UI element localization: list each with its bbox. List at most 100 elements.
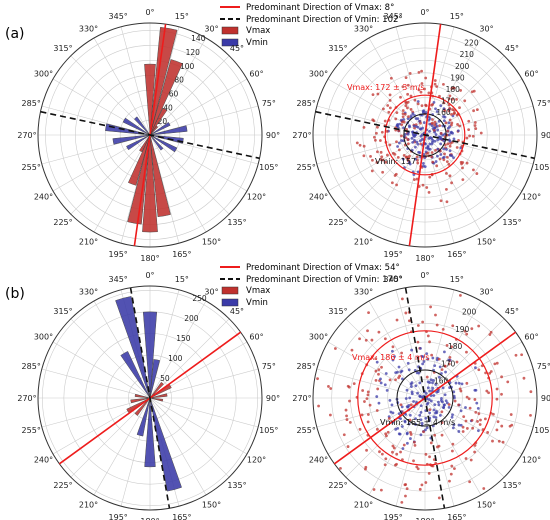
theta-tick-label: 345° [109, 275, 128, 284]
vmax-point [447, 162, 451, 166]
vmax-point [409, 403, 413, 407]
vmin-point [429, 399, 433, 403]
vmin-point [442, 155, 446, 159]
vmin-point [411, 140, 415, 144]
vmax-point [413, 444, 417, 447]
theta-tick-label: 195° [384, 513, 403, 520]
vmax-point [384, 160, 388, 164]
vmax-point [339, 466, 342, 470]
vmin-point [414, 145, 417, 149]
vmin-point [404, 412, 408, 416]
vmax-point [376, 387, 380, 391]
vmax-point [388, 93, 392, 97]
r-tick-label: 50 [160, 374, 170, 383]
vmax-point [501, 440, 505, 444]
vmax-point [472, 168, 475, 172]
vmax-point [383, 119, 387, 123]
vmin-point [434, 107, 437, 111]
grid-spoke [424, 368, 534, 399]
vmin-point [419, 418, 423, 422]
vmax-point [395, 452, 399, 456]
r-tick-label: 160 [436, 108, 451, 117]
vmax-point [464, 457, 468, 460]
vmin-point [450, 415, 454, 419]
vmin-point [415, 371, 419, 375]
vmax-point [377, 330, 381, 334]
vmax-point [458, 124, 462, 128]
vmax-point [473, 398, 477, 401]
vmin-point [428, 411, 432, 415]
vmax-point [431, 102, 435, 106]
theta-tick-label: 255° [22, 163, 41, 172]
vmax-point [475, 108, 479, 112]
vmin-point [454, 381, 458, 385]
vmax-point [453, 467, 456, 471]
theta-tick-label: 210° [354, 238, 373, 247]
vmax-point [506, 380, 510, 384]
legend-vmin-bar-label: Vmin [246, 298, 268, 308]
theta-tick-label: 75° [537, 362, 550, 371]
vmin-point [418, 151, 422, 155]
vmax-point [408, 319, 411, 323]
theta-tick-label: 255° [297, 163, 316, 172]
vmin-point [457, 430, 461, 433]
vmin-point [403, 419, 407, 423]
vmax-point [473, 124, 477, 127]
vmin-point [428, 142, 432, 146]
vmin-point [475, 401, 479, 405]
vmax-point [470, 418, 474, 422]
theta-tick-label: 225° [53, 481, 72, 490]
vmin-point [436, 147, 440, 151]
vmax-point [429, 305, 432, 309]
theta-tick-label: 75° [537, 99, 550, 108]
vmin-point [449, 131, 453, 135]
vmax-point [380, 130, 384, 134]
legend-vmax-line-label: Predominant Direction of Vmax: 8° [246, 3, 394, 13]
vmax-point [409, 108, 413, 111]
vmin-point [459, 423, 463, 427]
vmax-point [395, 140, 398, 144]
theta-tick-label: 105° [534, 163, 550, 172]
vmin-bar [149, 134, 178, 153]
vmax-point [361, 389, 365, 392]
vmin-point [433, 403, 437, 407]
vmax-point [442, 83, 445, 86]
vmin-direction-line [404, 287, 446, 509]
vmin-bar [149, 125, 188, 136]
vmin-point [414, 157, 417, 161]
vmax-bar [149, 107, 168, 136]
vmax-point [464, 419, 468, 423]
vmax-point [450, 87, 454, 90]
theta-tick-label: 150° [202, 238, 221, 247]
vmax-point [365, 448, 368, 452]
vmin-point [438, 365, 442, 369]
vmax-point [396, 155, 400, 159]
vmax-point [465, 427, 469, 430]
vmax-point [474, 410, 478, 414]
vmax-point [364, 338, 368, 342]
vmax-point [441, 328, 445, 331]
theta-tick-label: 240° [34, 193, 53, 202]
vmax-bar [142, 134, 158, 233]
vmax-point [386, 153, 389, 157]
vmax-point [401, 85, 405, 89]
theta-tick-label: 0° [420, 8, 429, 17]
theta-tick-label: 300° [34, 333, 53, 342]
vmax-point [370, 338, 374, 342]
theta-tick-label: 270° [17, 394, 36, 403]
vmin-point [440, 372, 443, 375]
vmax-point [360, 413, 364, 417]
r-tick-label: 200 [462, 307, 477, 316]
vmax-point [445, 155, 449, 159]
theta-tick-label: 60° [524, 333, 538, 342]
vmax-point [400, 500, 404, 504]
theta-tick-label: 345° [384, 275, 403, 284]
vmax-point [444, 121, 448, 125]
vmax-point [378, 450, 381, 454]
vmax-point [463, 99, 467, 103]
vmax-point [458, 106, 461, 110]
vmax-point [440, 421, 444, 425]
vmax-point [477, 368, 481, 372]
vmax-point [366, 420, 370, 424]
vmax-point [477, 412, 481, 416]
